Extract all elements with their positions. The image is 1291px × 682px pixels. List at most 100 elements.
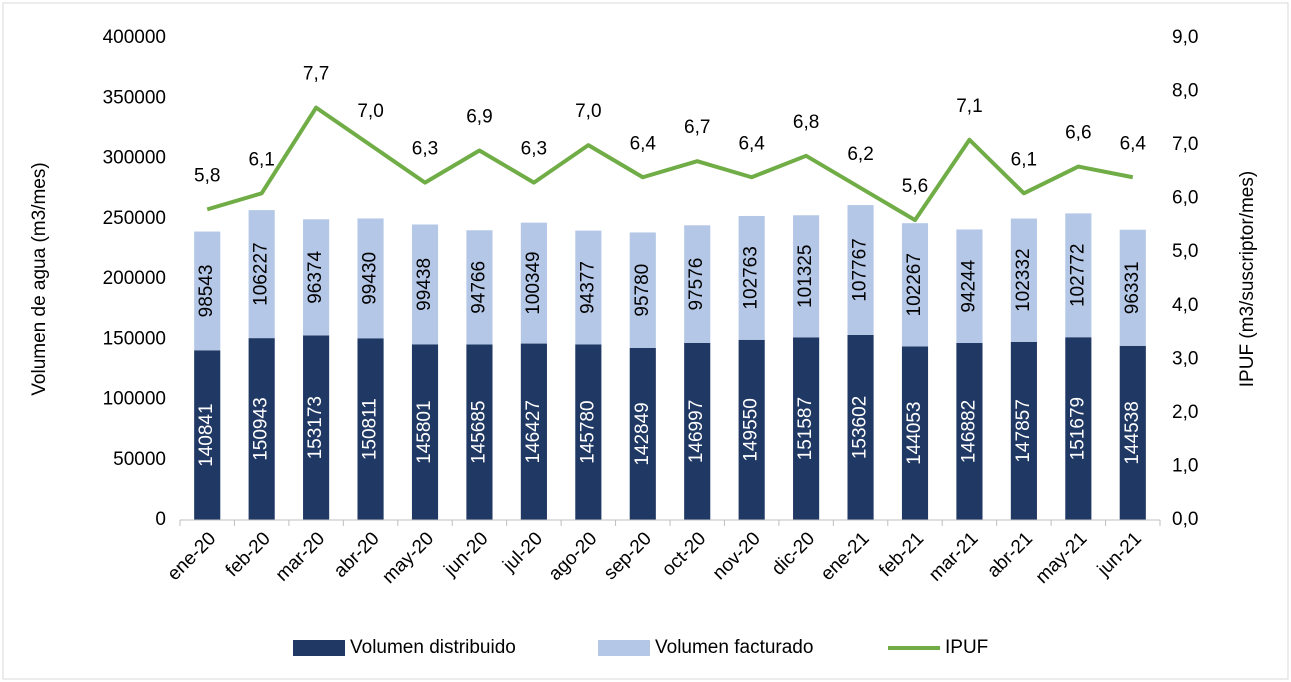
bar-segment [629,232,656,348]
y2-tick-label: 8,0 [1172,81,1198,102]
y2-tick-label: 4,0 [1172,295,1198,316]
bar-value-label: 100349 [523,251,544,314]
y-axis-title: Volumen de agua (m3/mes) [29,162,50,395]
legend-label: Volumen distribuido [350,637,516,658]
bar-value-label: 98543 [196,264,217,317]
bar-segment [411,224,439,345]
bar-value-label: 151587 [795,397,816,460]
bar-value-label: 149550 [741,398,762,461]
bar-value-label: 140841 [196,403,217,466]
line-value-label: 6,4 [1120,133,1147,154]
bar-segment [1065,213,1092,338]
y-tick-label: 50000 [113,449,166,470]
line-value-label: 6,6 [1065,123,1091,144]
line-value-label: 6,9 [466,106,492,127]
y2-axis-title: IPUF (m3/suscriptor/mes) [1237,171,1258,387]
line-value-label: 6,1 [248,149,274,170]
bar-segment [684,225,711,343]
y-tick-label: 400000 [103,27,166,48]
line-value-label: 6,3 [412,139,438,160]
bar-segment [684,342,711,520]
bar-segment [956,229,983,344]
bar-segment [194,350,221,520]
bar-segment [575,344,602,520]
bar-value-label: 102332 [1013,248,1034,311]
bar-segment [575,230,602,345]
bar-segment [901,223,929,347]
bar-value-label: 153602 [850,396,871,459]
bar-segment [194,231,221,351]
bar-segment [520,222,547,344]
y-tick-label: 200000 [103,268,166,289]
legend-swatch [598,640,650,656]
line-value-label: 7,0 [575,101,601,122]
bar-segment [1065,337,1092,520]
bar-segment [901,346,929,520]
y2-tick-label: 2,0 [1172,402,1198,423]
bar-segment [738,339,765,520]
bar-value-label: 102772 [1067,244,1088,307]
legend-label: Volumen facturado [655,637,813,658]
bar-value-label: 153173 [305,396,326,459]
bar-value-label: 151679 [1067,397,1088,460]
bar-segment [793,215,820,338]
y2-tick-label: 5,0 [1172,241,1198,262]
bar-segment [1119,345,1146,520]
y2-tick-label: 9,0 [1172,27,1198,48]
y2-tick-label: 7,0 [1172,134,1198,155]
line-value-label: 5,6 [902,176,928,197]
bar-value-label: 96374 [305,251,326,304]
bar-value-label: 94244 [958,259,979,312]
bar-value-label: 145780 [577,400,598,463]
y2-tick-label: 1,0 [1172,455,1198,476]
bar-value-label: 146427 [523,400,544,463]
bar-segment [466,230,493,345]
bar-segment [1119,229,1146,346]
line-value-label: 6,3 [521,139,547,160]
y2-tick-label: 0,0 [1172,509,1198,530]
bar-value-label: 147857 [1013,399,1034,462]
line-value-label: 5,8 [194,165,220,186]
legend-label: IPUF [945,637,988,658]
bar-value-label: 102763 [741,246,762,309]
bar-segment [956,343,983,520]
bar-value-label: 144053 [904,402,925,465]
bar-value-label: 146997 [686,400,707,463]
bar-value-label: 150943 [251,397,272,460]
bar-segment [303,335,330,520]
line-value-label: 6,2 [847,144,873,165]
y-tick-label: 300000 [103,148,166,169]
bar-segment [303,219,330,336]
bar-value-label: 150811 [360,398,381,460]
y-tick-label: 0 [155,509,166,530]
bar-segment [411,344,439,520]
line-value-label: 6,4 [738,133,765,154]
y-tick-label: 250000 [103,208,166,229]
bar-value-label: 145685 [468,401,489,464]
bar-segment [520,343,547,520]
bar-value-label: 107767 [850,238,871,301]
bar-value-label: 94766 [468,261,489,314]
bar-value-label: 99430 [360,252,381,305]
bar-value-label: 96331 [1122,261,1143,314]
bar-segment [466,344,493,520]
bar-value-label: 95780 [632,264,653,317]
y-tick-label: 350000 [103,87,166,108]
bar-segment [1010,218,1037,342]
line-value-label: 7,7 [303,64,329,85]
bar-value-label: 102267 [904,253,925,316]
y2-tick-label: 6,0 [1172,188,1198,209]
bar-value-label: 99438 [414,258,435,311]
legend-swatch [293,640,345,656]
bar-value-label: 146882 [958,400,979,463]
bar-segment [793,337,820,520]
line-value-label: 6,8 [793,112,819,133]
bar-segment [248,338,275,520]
bar-value-label: 145801 [414,400,435,463]
bar-value-label: 101325 [795,245,816,308]
y-tick-label: 150000 [103,328,166,349]
bar-segment [847,334,874,520]
line-value-label: 7,1 [956,96,982,117]
bar-value-label: 142849 [632,402,653,465]
